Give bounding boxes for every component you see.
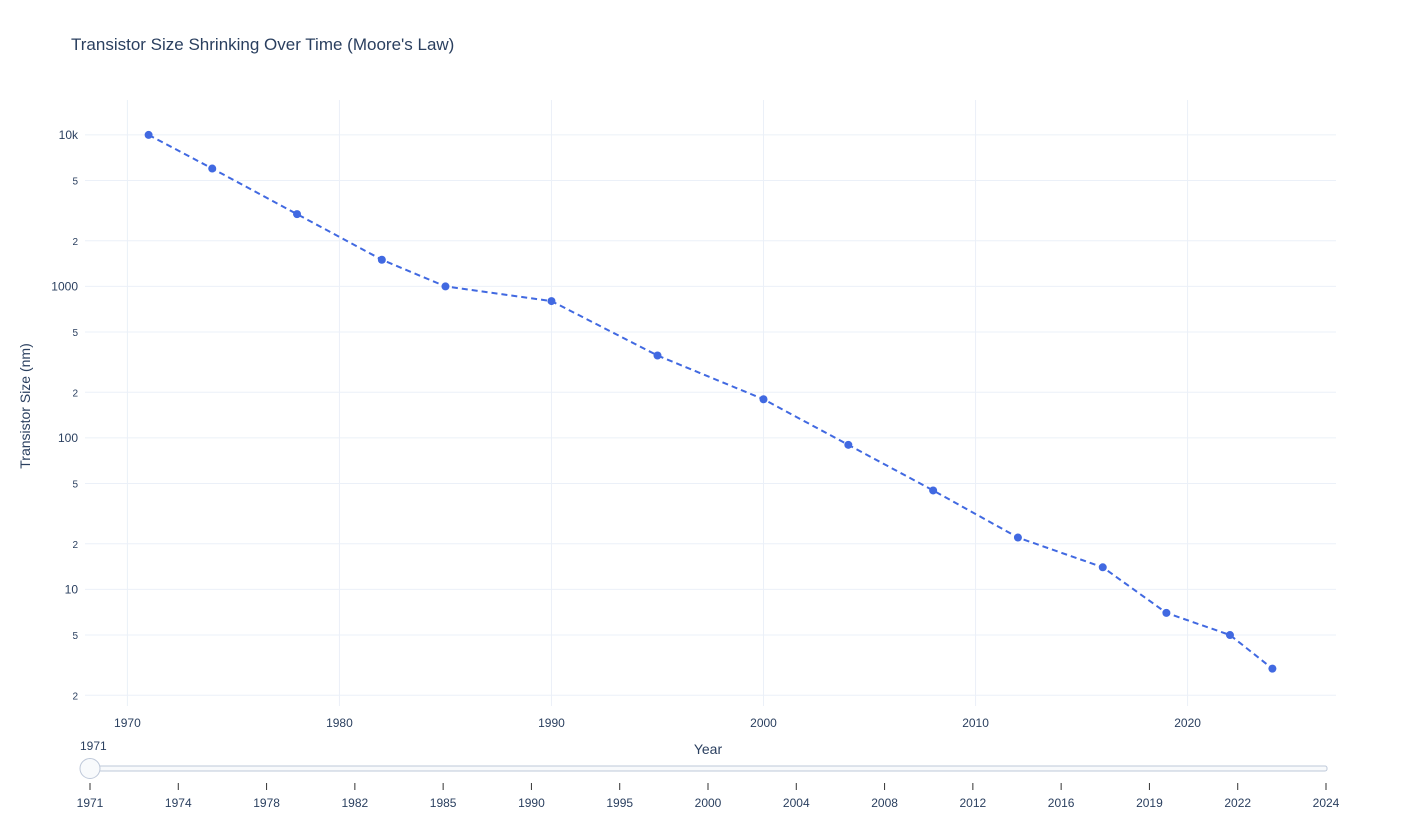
slider-step-label[interactable]: 2004: [783, 796, 810, 810]
y-tick-label: 100: [58, 431, 78, 445]
y-tick-label: 10k: [59, 128, 79, 142]
slider-step-label[interactable]: 2022: [1224, 796, 1251, 810]
data-point[interactable]: [1013, 533, 1022, 542]
slider-step-label[interactable]: 2012: [960, 796, 987, 810]
x-tick-label: 2020: [1174, 716, 1201, 730]
y-minor-tick-label: 2: [72, 388, 78, 399]
series-transistor-size: [144, 130, 1277, 673]
slider-handle[interactable]: [79, 758, 101, 779]
chart-title: Transistor Size Shrinking Over Time (Moo…: [71, 35, 454, 54]
y-minor-tick-label: 2: [72, 237, 78, 248]
y-minor-tick-label: 5: [72, 328, 78, 339]
y-axis-title: Transistor Size (nm): [17, 343, 33, 469]
slider-step-label[interactable]: 1971: [77, 796, 104, 810]
x-tick-label: 1980: [326, 716, 353, 730]
data-point[interactable]: [929, 486, 938, 495]
slider-step-label[interactable]: 1995: [606, 796, 633, 810]
y-tick-label: 10: [65, 582, 79, 596]
slider-step-label[interactable]: 2000: [695, 796, 722, 810]
slider-step-label[interactable]: 1978: [253, 796, 280, 810]
y-tick-label: 1000: [51, 279, 78, 293]
slider-step-label[interactable]: 1974: [165, 796, 192, 810]
y-minor-tick-label: 5: [72, 480, 78, 491]
y-axis-ticks: 10k 1000 100 10 5 2 5 2 5 2 5 2: [51, 128, 79, 702]
data-point[interactable]: [1098, 563, 1107, 572]
slider-step-label[interactable]: 2019: [1136, 796, 1163, 810]
data-point[interactable]: [759, 395, 768, 404]
slider-step-label[interactable]: 1990: [518, 796, 545, 810]
data-point[interactable]: [293, 210, 302, 219]
year-slider[interactable]: 1971 1971 1974 1978 1982 1985 1990 1995 2000 200…: [77, 739, 1340, 810]
data-point[interactable]: [1162, 608, 1171, 617]
slider-step-label[interactable]: 1982: [342, 796, 369, 810]
data-point[interactable]: [1268, 664, 1277, 673]
data-point[interactable]: [208, 164, 217, 173]
data-point[interactable]: [547, 297, 556, 306]
data-point[interactable]: [377, 255, 386, 264]
grid-lines: [85, 100, 1336, 706]
y-minor-tick-label: 5: [72, 631, 78, 642]
y-minor-tick-label: 2: [72, 540, 78, 551]
data-point[interactable]: [441, 282, 450, 291]
y-minor-tick-label: 2: [72, 691, 78, 702]
slider-step-label[interactable]: 2016: [1048, 796, 1075, 810]
data-point[interactable]: [1225, 631, 1234, 640]
slider-rail[interactable]: [89, 765, 1328, 772]
data-point[interactable]: [144, 130, 153, 139]
data-point[interactable]: [844, 440, 853, 449]
x-tick-label: 2010: [962, 716, 989, 730]
y-minor-tick-label: 5: [72, 177, 78, 188]
slider-step-label[interactable]: 1985: [430, 796, 457, 810]
data-point[interactable]: [653, 351, 662, 360]
x-tick-label: 2000: [750, 716, 777, 730]
slider-steps: 1971 1974 1978 1982 1985 1990 1995 2000 2004 2008…: [77, 783, 1340, 810]
series-line: [148, 134, 1274, 670]
slider-step-label[interactable]: 2024: [1313, 796, 1340, 810]
x-axis-title: Year: [694, 741, 723, 757]
x-axis-ticks: 1970 1980 1990 2000 2010 2020: [114, 716, 1201, 730]
slider-step-label[interactable]: 2008: [871, 796, 898, 810]
x-tick-label: 1970: [114, 716, 141, 730]
slider-current-value: 1971: [80, 739, 107, 753]
x-tick-label: 1990: [538, 716, 565, 730]
